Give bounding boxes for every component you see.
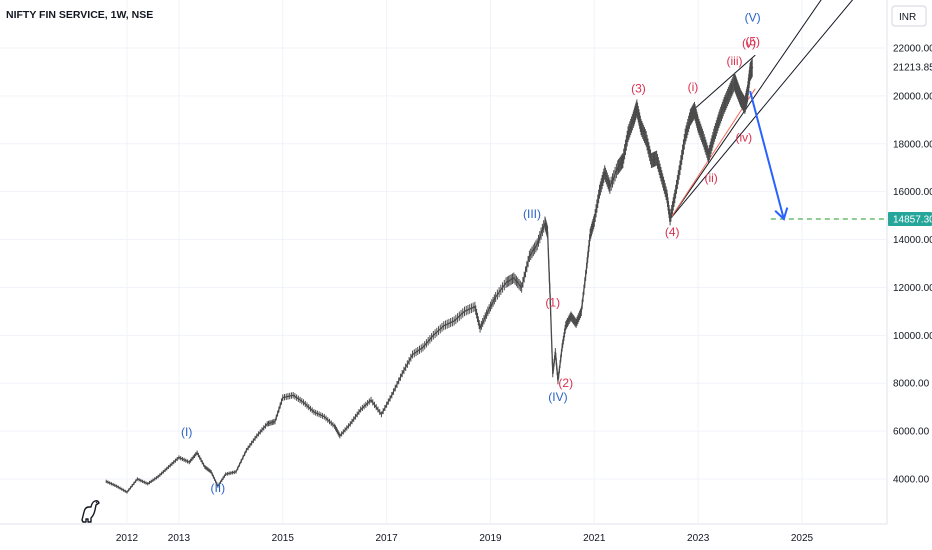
x-tick-label: 2017 (375, 533, 398, 544)
plot-area[interactable] (0, 0, 887, 550)
y-tick-label: 4000.00 (893, 475, 930, 486)
diagonal-lower-line (669, 88, 756, 220)
y-tick-label: 6000.00 (893, 427, 930, 438)
x-tick-label: 2025 (791, 533, 814, 544)
wave-labels: (I) (II) (III) (IV) (V) (1) (2) (3) (4) (5) (i) (ii… (181, 11, 761, 496)
wave-label: (IV) (548, 390, 567, 404)
y-tick-label: 20000.00 (893, 91, 932, 102)
annotations (669, 0, 887, 221)
wave-label: (I) (181, 425, 192, 439)
chart-title: NIFTY FIN SERVICE, 1W, NSE (6, 9, 153, 21)
price-axis[interactable] (887, 0, 932, 524)
last-price-label: 21213.85 (893, 62, 932, 73)
grid (0, 0, 887, 524)
y-axis-ticks: 4000.00 6000.00 8000.00 10000.00 12000.00 140… (893, 44, 932, 486)
wave-label: (4) (665, 225, 680, 239)
y-tick-label: 18000.00 (893, 139, 932, 150)
x-tick-label: 2015 (272, 533, 295, 544)
projection-arrow-head (774, 207, 789, 221)
tradingview-logo-icon[interactable] (81, 500, 100, 523)
x-axis-ticks: 2012 2013 2015 2017 2019 2021 2023 2025 (116, 533, 814, 544)
channel-upper-line (669, 0, 822, 220)
wave-label: (5) (745, 35, 760, 49)
wave-label: (ii) (704, 171, 717, 185)
wave-label: (i) (688, 80, 699, 94)
wave-label: (v) (742, 36, 756, 50)
target-price-tag-label: 14857.30 (893, 215, 932, 226)
y-tick-label: 16000.00 (893, 187, 932, 198)
y-tick-label: 8000.00 (893, 379, 930, 390)
y-tick-label: 12000.00 (893, 283, 932, 294)
currency-badge-label: INR (899, 12, 916, 23)
wave-label: (2) (558, 376, 573, 390)
price-series (105, 58, 754, 494)
y-tick-label: 10000.00 (893, 331, 932, 342)
currency-badge[interactable]: INR (891, 5, 927, 27)
diagonal-upper-line (692, 54, 756, 111)
wave-label: (1) (545, 296, 560, 310)
wave-label: (iv) (736, 130, 753, 144)
wave-label: (III) (523, 207, 541, 221)
currency-badge-box[interactable] (891, 5, 927, 27)
y-tick-label: 22000.00 (893, 44, 932, 55)
target-price-tag: 14857.30 (888, 212, 932, 227)
wave-label: (3) (631, 81, 646, 95)
wave-label: (II) (211, 481, 226, 495)
channel-lower-line (669, 0, 854, 220)
x-tick-label: 2012 (116, 533, 139, 544)
x-tick-label: 2021 (583, 533, 606, 544)
y-tick-label: 14000.00 (893, 235, 932, 246)
x-tick-label: 2013 (168, 533, 191, 544)
projection-arrow-shaft (749, 90, 785, 220)
x-tick-label: 2023 (687, 533, 710, 544)
wave-label: (iii) (727, 54, 743, 68)
x-tick-label: 2019 (479, 533, 502, 544)
target-price-tag-bg (888, 212, 932, 227)
wave-label: (V) (745, 11, 761, 25)
